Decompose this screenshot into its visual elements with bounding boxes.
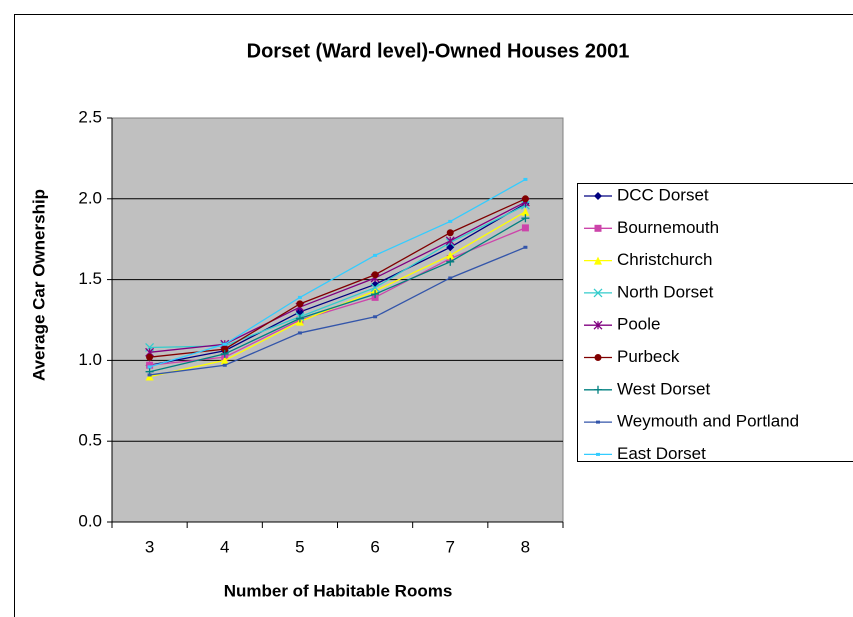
marker (220, 356, 229, 365)
marker (446, 229, 454, 237)
marker (593, 288, 603, 298)
marker (297, 295, 302, 299)
marker (370, 283, 380, 293)
series-line (149, 203, 526, 366)
legend (577, 183, 853, 462)
series-line (149, 201, 526, 353)
legend-label: Weymouth and Portland (617, 412, 799, 431)
marker (147, 365, 152, 369)
series-line (149, 246, 526, 376)
marker (593, 320, 603, 330)
x-tick-label: 3 (145, 537, 154, 556)
marker (146, 353, 154, 361)
legend-label: North Dorset (617, 282, 714, 301)
marker (373, 315, 378, 319)
x-tick-label: 7 (446, 537, 455, 556)
marker (147, 373, 152, 377)
marker (523, 177, 528, 181)
marker (220, 349, 229, 358)
marker (594, 224, 602, 232)
legend-label: Christchurch (617, 250, 712, 269)
legend-label: DCC Dorset (617, 185, 709, 204)
marker (221, 345, 229, 353)
chart-title: Dorset (Ward level)-Owned Houses 2001 (247, 40, 630, 62)
y-tick-label: 2.0 (78, 188, 102, 207)
legend-label: Poole (617, 315, 660, 334)
y-tick-label: 0.5 (78, 431, 102, 450)
marker (296, 300, 304, 308)
legend-label: East Dorset (617, 444, 706, 463)
marker (521, 207, 530, 216)
marker (371, 290, 380, 299)
marker (445, 236, 455, 246)
marker (446, 257, 455, 266)
x-axis-title: Number of Habitable Rooms (224, 581, 453, 600)
marker (446, 251, 455, 260)
marker (521, 224, 529, 232)
marker (594, 192, 602, 200)
marker (521, 214, 530, 223)
marker (594, 256, 602, 265)
marker (594, 354, 602, 361)
series-line (149, 217, 526, 373)
marker (222, 342, 227, 346)
marker (523, 245, 528, 249)
marker (371, 271, 379, 279)
x-tick-label: 5 (295, 537, 304, 556)
series-line (149, 198, 526, 358)
marker (521, 195, 529, 203)
x-tick-label: 6 (370, 537, 379, 556)
marker (145, 372, 154, 381)
legend-label: West Dorset (617, 379, 710, 398)
plot-area (111, 117, 564, 523)
y-tick-label: 0.0 (78, 511, 102, 530)
marker (596, 420, 600, 424)
marker (448, 276, 453, 280)
series-line (149, 227, 526, 366)
y-axis-title: Average Car Ownership (29, 189, 48, 381)
marker (594, 385, 602, 394)
x-tick-label: 4 (220, 537, 229, 556)
legend-label: Bournemouth (617, 218, 719, 237)
series-line (149, 178, 526, 368)
marker (222, 363, 227, 367)
marker (448, 219, 453, 223)
marker (297, 331, 302, 335)
marker (373, 253, 378, 257)
marker (596, 452, 600, 456)
legend-label: Purbeck (617, 347, 680, 366)
y-tick-label: 1.0 (78, 350, 102, 369)
marker (295, 314, 304, 323)
y-tick-label: 2.5 (78, 107, 102, 126)
x-tick-label: 8 (521, 537, 530, 556)
marker (146, 361, 154, 369)
y-tick-label: 1.5 (78, 269, 102, 288)
